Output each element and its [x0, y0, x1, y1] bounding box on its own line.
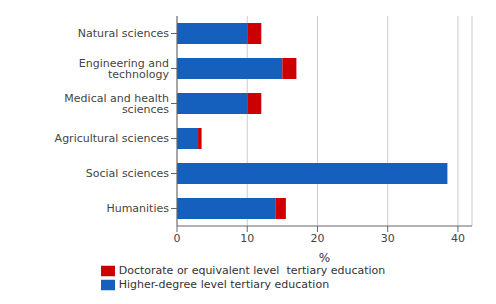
html-text:Doctorate or equivalent level: Doctorate or equivalent level tertiary e… — [118, 264, 386, 277]
svg-text:10: 10 — [240, 232, 254, 245]
svg-text:0: 0 — [174, 232, 181, 245]
svg-text:Humanities: Humanities — [106, 202, 169, 215]
svg-text:30: 30 — [381, 232, 395, 245]
html-text:Higher-degree level tertiary e: Higher-degree level tertiary education — [118, 278, 330, 291]
svg-text:20: 20 — [310, 232, 324, 245]
svg-text:%: % — [319, 251, 330, 265]
svg-text:Social sciences: Social sciences — [86, 167, 169, 180]
svg-text:Engineering andtechnology: Engineering andtechnology — [79, 57, 170, 81]
svg-text:Agricultural sciences: Agricultural sciences — [55, 132, 170, 145]
svg-text:40: 40 — [451, 232, 465, 245]
svg-text:Medical and healthsciences: Medical and healthsciences — [64, 92, 169, 116]
svg-text:Natural sciences: Natural sciences — [78, 27, 169, 40]
